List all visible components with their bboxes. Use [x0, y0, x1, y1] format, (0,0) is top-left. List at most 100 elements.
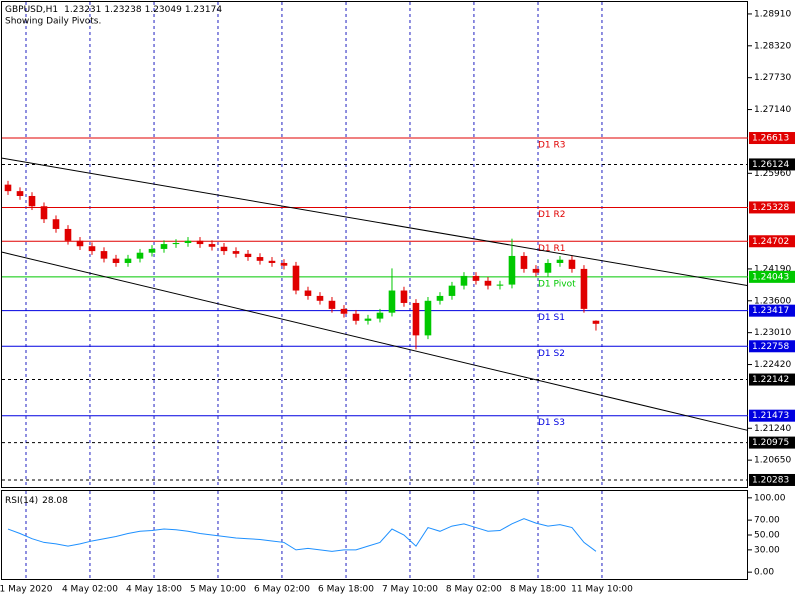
x-tick-label: 4 May 02:00	[62, 585, 118, 595]
candle-body	[448, 285, 456, 296]
price-tag	[749, 340, 795, 353]
candle-body	[580, 268, 588, 309]
price-tag	[749, 473, 795, 486]
candle-body	[208, 244, 216, 247]
price-tag-label: 1.26613	[752, 134, 789, 144]
price-tag-label: 1.22758	[752, 342, 789, 352]
candle-body	[412, 302, 420, 336]
pivot-label: D1 S3	[538, 418, 565, 428]
candle-body	[328, 300, 336, 309]
candle-body	[52, 219, 60, 229]
rsi-tick-label: 100.00	[754, 493, 786, 503]
x-tick-label: 8 May 18:00	[510, 585, 566, 595]
candle-body	[292, 265, 300, 291]
x-tick-label: 7 May 10:00	[382, 585, 438, 595]
price-tag-label: 1.20975	[752, 438, 789, 448]
candle-body	[592, 320, 600, 324]
candle-body	[520, 255, 528, 269]
last-high: 1.23238	[104, 5, 141, 15]
rsi-tick-label: 50.00	[754, 531, 780, 541]
candle-body	[124, 258, 132, 263]
price-tag-label: 1.24043	[752, 272, 789, 282]
candle-body	[460, 275, 468, 286]
price-tag-label: 1.26124	[752, 160, 789, 170]
candle-body	[496, 284, 504, 286]
candle-body	[160, 244, 168, 249]
y-tick-label: 1.27140	[754, 105, 791, 115]
candle-body	[256, 257, 264, 261]
pivot-label: D1 S2	[538, 349, 565, 359]
candle-body	[148, 248, 156, 253]
candle-body	[76, 240, 84, 247]
pivot-label: D1 R2	[538, 210, 566, 220]
candle-body	[364, 318, 372, 321]
pivot-label: D1 R1	[538, 244, 566, 254]
chart-header: GBPUSD,H1 1.23231 1.23238 1.23049 1.23174	[5, 5, 222, 15]
candle-body	[508, 255, 516, 285]
price-tag	[749, 158, 795, 171]
rsi-panel	[1, 490, 748, 580]
candle-body	[568, 259, 576, 269]
trend-line	[1, 251, 749, 431]
candle-body	[88, 246, 96, 252]
candle-body	[100, 251, 108, 259]
price-tag-label: 1.23417	[752, 306, 789, 316]
candle-body	[280, 262, 288, 266]
x-tick-label: 6 May 02:00	[254, 585, 310, 595]
candle-body	[16, 191, 24, 196]
candle-body	[376, 312, 384, 319]
x-tick-label: 6 May 18:00	[318, 585, 374, 595]
price-tag	[749, 409, 795, 422]
price-tag	[749, 132, 795, 145]
rsi-title: RSI(14)	[5, 496, 38, 506]
candle-body	[472, 275, 480, 281]
y-tick-label: 1.20650	[754, 456, 791, 466]
candle-body	[484, 280, 492, 286]
price-tag	[749, 201, 795, 214]
price-tag	[749, 304, 795, 317]
rsi-last: 28.08	[42, 496, 68, 506]
rsi-header: RSI(14) 28.08	[5, 496, 68, 506]
candle-body	[352, 313, 360, 321]
candle-body	[244, 253, 252, 258]
x-tick-label: 8 May 02:00	[446, 585, 502, 595]
pivot-label: D1 S1	[538, 313, 565, 323]
candle-body	[64, 228, 72, 241]
price-tag-label: 1.24702	[752, 237, 789, 247]
x-tick-label: 4 May 18:00	[126, 585, 182, 595]
candle-body	[544, 262, 552, 273]
price-tag-label: 1.25328	[752, 203, 789, 213]
price-tag-label: 1.22142	[752, 375, 789, 385]
candle-body	[304, 290, 312, 296]
y-tick-label: 1.25960	[754, 169, 791, 179]
candle-body	[556, 259, 564, 263]
x-tick-label: 11 May 10:00	[571, 585, 633, 595]
price-tag-label: 1.20283	[752, 475, 789, 485]
rsi-tick-label: 30.00	[754, 545, 780, 555]
x-tick-label: 5 May 10:00	[190, 585, 246, 595]
y-tick-label: 1.24190	[754, 264, 791, 274]
price-tag	[749, 436, 795, 449]
x-tick-label: 1 May 2020	[0, 585, 53, 595]
candle-body	[112, 258, 120, 263]
pivot-label: D1 Pivot	[538, 279, 576, 289]
price-tag	[749, 373, 795, 386]
candle-body	[196, 240, 204, 245]
candle-body	[220, 246, 228, 252]
y-tick-label: 1.21240	[754, 424, 791, 434]
candle-body	[172, 242, 180, 245]
candle-body	[136, 252, 144, 259]
trend-line	[1, 157, 749, 287]
candle-body	[388, 290, 396, 313]
rsi-tick-label: 0.00	[754, 568, 774, 578]
candle-body	[316, 295, 324, 301]
y-tick-label: 1.23600	[754, 296, 791, 306]
candle-body	[532, 268, 540, 273]
candle-body	[400, 290, 408, 303]
pivot-label: D1 R3	[538, 141, 566, 151]
candle-body	[424, 300, 432, 336]
candle-body	[232, 251, 240, 254]
symbol: GBPUSD,H1	[5, 5, 58, 15]
